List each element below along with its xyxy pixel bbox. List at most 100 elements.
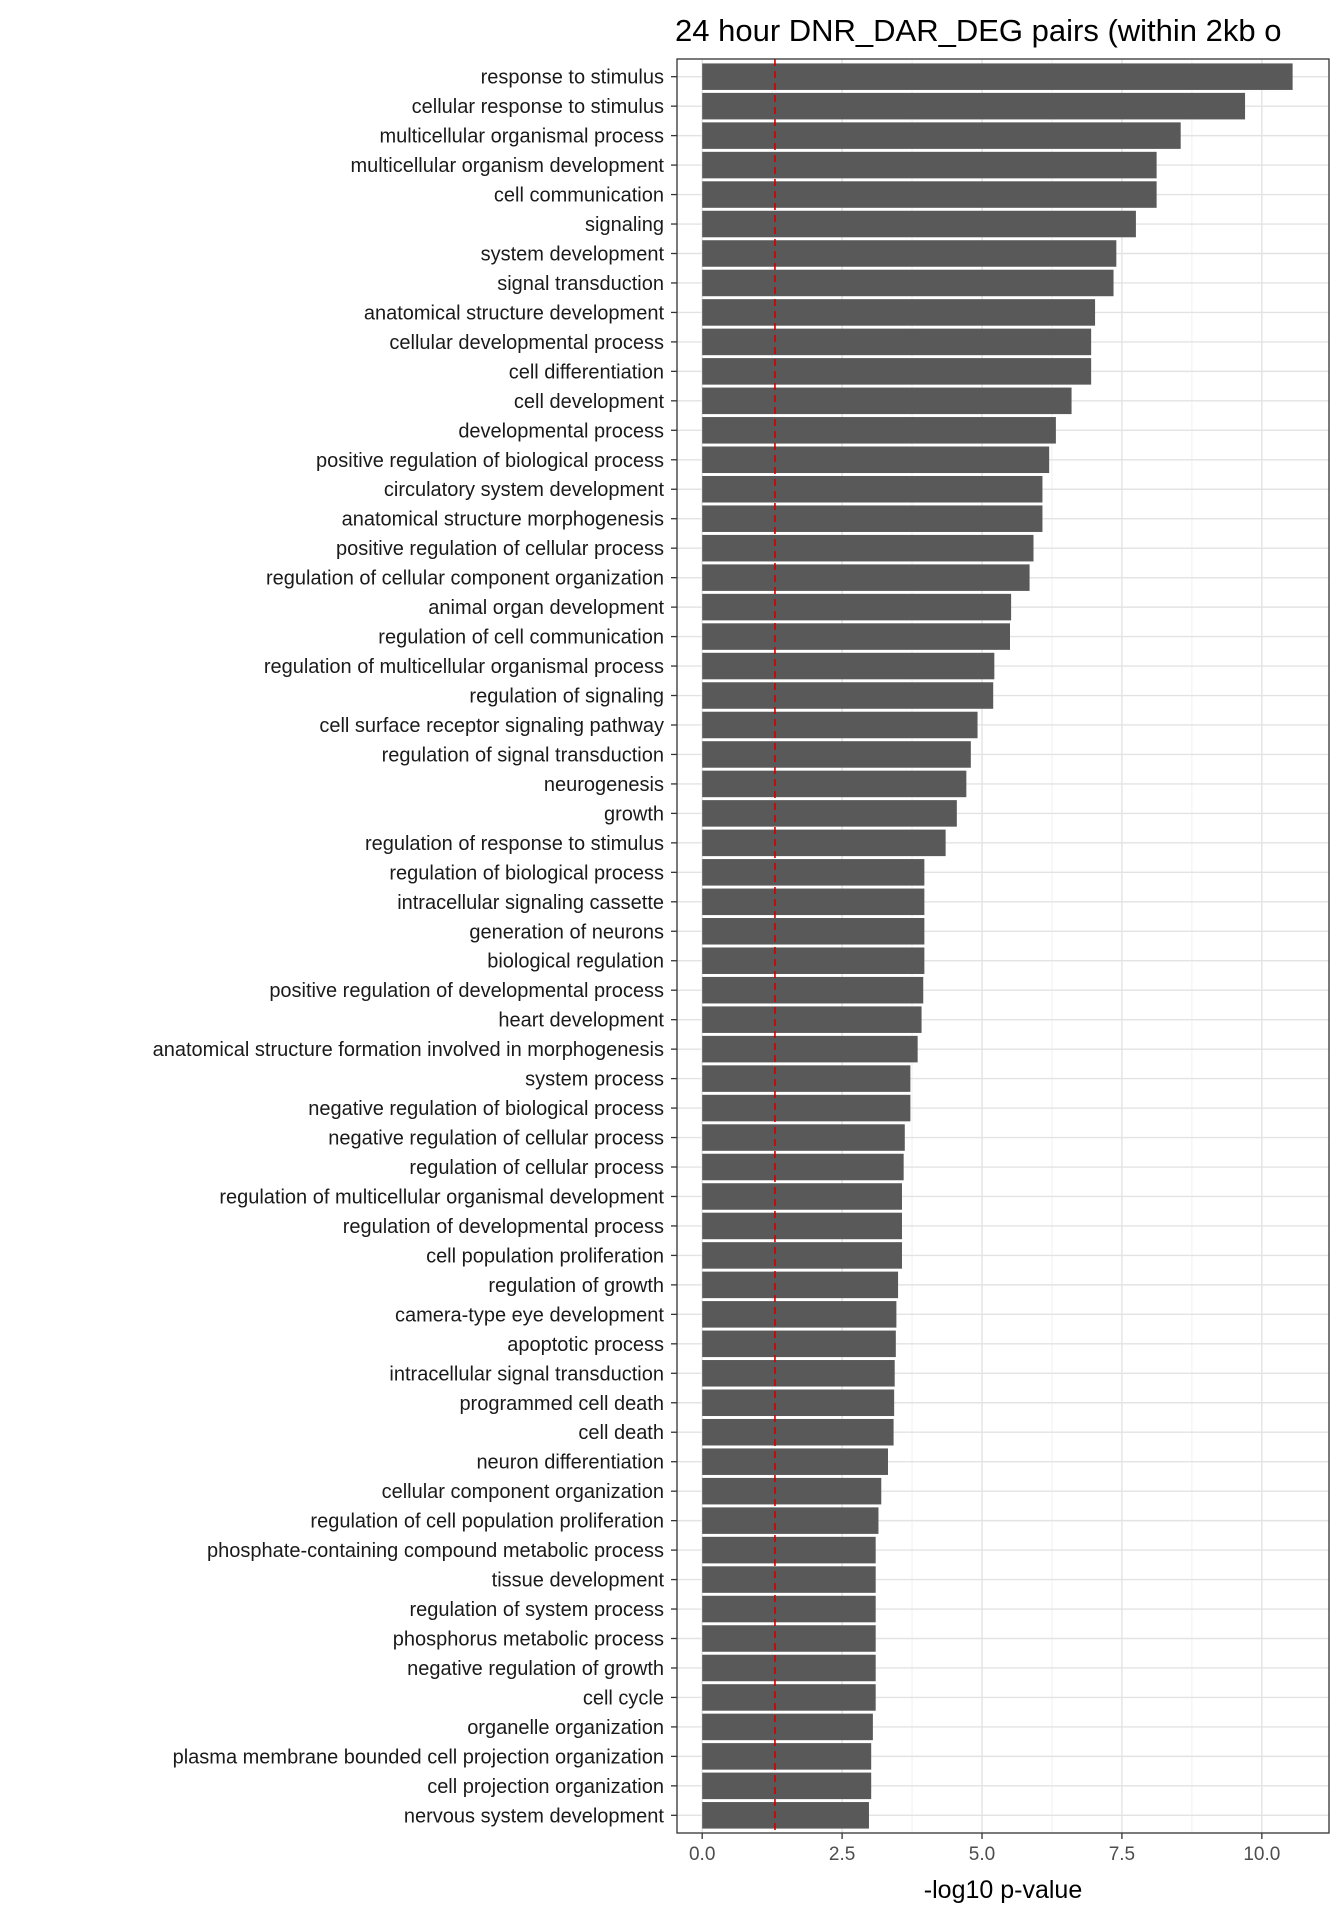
category-label: regulation of multicellular organismal p…	[264, 656, 664, 678]
category-label: organelle organization	[467, 1717, 664, 1739]
x-tick-label: 7.5	[1109, 1844, 1135, 1865]
category-label: positive regulation of developmental pro…	[269, 980, 664, 1002]
category-label: regulation of cell communication	[378, 627, 664, 649]
bar	[702, 151, 1157, 179]
bar	[702, 63, 1293, 90]
bar	[702, 652, 995, 680]
category-label: neuron differentiation	[476, 1452, 664, 1474]
category-label: tissue development	[492, 1570, 665, 1592]
category-label: intracellular signaling cassette	[397, 892, 664, 914]
bar	[702, 1153, 904, 1181]
category-label: regulation of cell population proliferat…	[310, 1511, 664, 1533]
y-axis-labels: response to stimulus cellular response to…	[153, 67, 677, 1827]
category-label: regulation of growth	[488, 1275, 664, 1297]
bar	[702, 1006, 922, 1033]
category-label: programmed cell death	[459, 1393, 664, 1415]
category-label: growth	[604, 803, 664, 825]
category-label: multicellular organismal process	[379, 126, 664, 148]
category-label: signaling	[585, 214, 664, 236]
category-label: response to stimulus	[481, 67, 664, 89]
bar	[702, 741, 971, 768]
category-label: generation of neurons	[469, 921, 664, 943]
bar	[702, 92, 1246, 120]
bar	[702, 682, 994, 709]
bar	[702, 358, 1092, 385]
x-axis: 0.0 2.5 5.0 7.5 10.0	[689, 1833, 1280, 1865]
category-label: apoptotic process	[507, 1334, 664, 1356]
bar	[702, 475, 1043, 503]
category-label: regulation of multicellular organismal d…	[219, 1186, 664, 1208]
bar	[702, 829, 946, 857]
category-label: regulation of response to stimulus	[365, 833, 664, 855]
bar	[702, 1094, 911, 1122]
bar	[702, 770, 967, 798]
bar	[702, 269, 1114, 297]
bar	[702, 1360, 895, 1387]
category-label: cell population proliferation	[426, 1245, 664, 1267]
bar	[702, 122, 1181, 149]
category-label: camera-type eye development	[395, 1304, 664, 1326]
category-label: system development	[481, 243, 665, 265]
x-tick-label: 0.0	[689, 1844, 715, 1865]
bar	[702, 888, 925, 916]
bar	[702, 387, 1072, 415]
bar	[702, 1713, 873, 1741]
bar	[702, 1802, 869, 1829]
bar	[702, 181, 1157, 208]
category-label: phosphate-containing compound metabolic …	[207, 1540, 664, 1562]
bar	[702, 1418, 894, 1446]
bar	[702, 446, 1050, 474]
category-label: plasma membrane bounded cell projection …	[173, 1746, 664, 1768]
bars	[702, 63, 1293, 1829]
category-label: anatomical structure development	[364, 302, 665, 324]
category-label: anatomical structure formation involved …	[153, 1039, 664, 1061]
category-label: nervous system development	[404, 1805, 665, 1827]
category-label: intracellular signal transduction	[389, 1363, 664, 1385]
bar	[702, 1271, 899, 1299]
bar	[702, 1448, 888, 1475]
bar	[702, 976, 924, 1004]
bar	[702, 240, 1117, 267]
x-tick-label: 2.5	[829, 1844, 855, 1865]
plot-border	[676, 58, 1330, 1834]
category-label: animal organ development	[428, 597, 664, 619]
bar	[702, 1242, 902, 1269]
x-tick-label: 5.0	[969, 1844, 995, 1865]
bar	[702, 593, 1012, 621]
category-label: anatomical structure morphogenesis	[342, 509, 664, 531]
category-label: regulation of system process	[409, 1599, 664, 1621]
category-label: cell differentiation	[509, 361, 664, 383]
category-label: cell cycle	[583, 1687, 664, 1709]
category-label: regulation of signaling	[469, 686, 664, 708]
chart-title: 24 hour DNR_DAR_DEG pairs (within 2kb o	[675, 13, 1281, 48]
category-label: regulation of developmental process	[343, 1216, 664, 1238]
bar	[702, 1654, 876, 1682]
category-label: positive regulation of cellular process	[336, 538, 664, 560]
bar	[702, 1330, 896, 1358]
category-label: negative regulation of growth	[407, 1658, 664, 1680]
bar	[702, 505, 1043, 532]
bar	[702, 1212, 902, 1240]
bar	[702, 711, 978, 739]
bar	[702, 1477, 882, 1505]
category-label: negative regulation of cellular process	[328, 1128, 664, 1150]
bar	[702, 947, 925, 974]
bar	[702, 918, 925, 945]
category-label: cellular response to stimulus	[412, 96, 664, 118]
bar	[702, 417, 1056, 444]
category-label: multicellular organism development	[351, 155, 665, 177]
x-axis-title: -log10 p-value	[924, 1876, 1082, 1904]
category-label: cell development	[514, 391, 665, 413]
category-label: developmental process	[458, 420, 664, 442]
bar	[702, 1035, 918, 1063]
category-label: phosphorus metabolic process	[393, 1629, 664, 1651]
category-label: regulation of cellular process	[409, 1157, 664, 1179]
category-label: cellular component organization	[382, 1481, 664, 1503]
category-label: regulation of biological process	[389, 862, 664, 884]
bar	[702, 328, 1092, 356]
bar	[702, 534, 1034, 562]
bar	[702, 1507, 879, 1534]
category-label: biological regulation	[487, 951, 664, 973]
category-label: signal transduction	[497, 273, 664, 295]
